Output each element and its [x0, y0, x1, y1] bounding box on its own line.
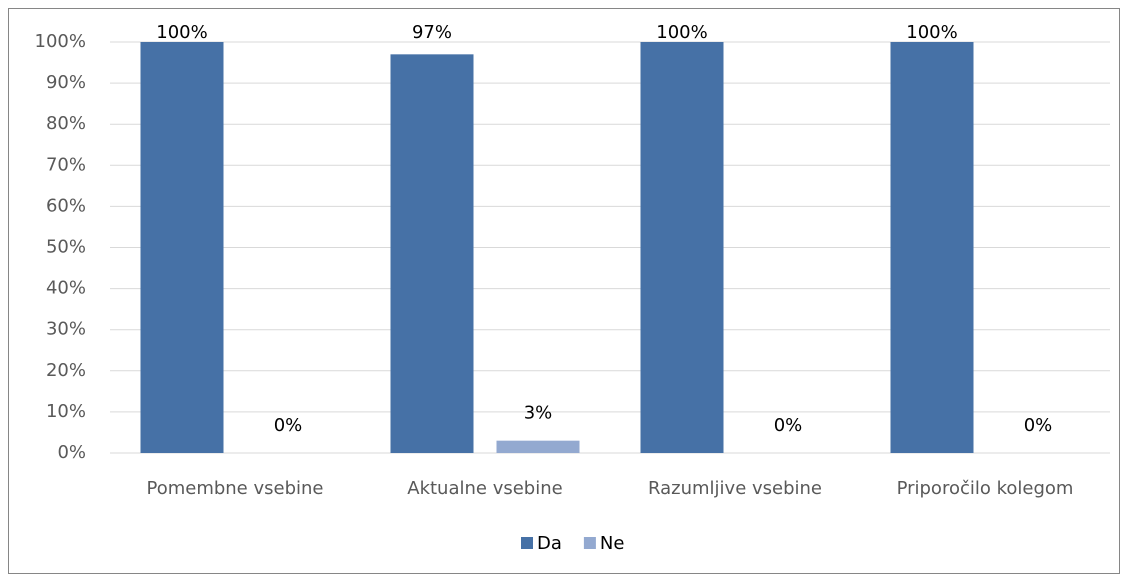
- data-label: 97%: [412, 22, 452, 43]
- y-tick-label: 50%: [46, 237, 86, 258]
- bar: [640, 42, 724, 453]
- data-label: 0%: [774, 415, 803, 436]
- x-tick-label: Pomembne vsebine: [146, 478, 323, 499]
- x-tick-label: Priporočilo kolegom: [897, 478, 1074, 499]
- legend-swatch: [583, 537, 596, 549]
- y-tick-label: 10%: [46, 401, 86, 422]
- bar: [390, 54, 474, 454]
- x-tick-label: Razumljive vsebine: [648, 478, 822, 499]
- y-tick-label: 0%: [57, 442, 86, 463]
- bar: [140, 42, 224, 453]
- data-label: 0%: [1024, 415, 1053, 436]
- x-tick-label: Aktualne vsebine: [407, 478, 562, 499]
- y-tick-label: 40%: [46, 278, 86, 299]
- legend-swatch: [521, 537, 533, 549]
- data-label: 100%: [906, 22, 957, 43]
- data-label: 100%: [656, 22, 707, 43]
- data-label: 3%: [524, 403, 553, 424]
- y-tick-label: 60%: [46, 195, 86, 216]
- bar: [890, 42, 974, 453]
- legend-label: Da: [537, 533, 562, 554]
- bar: [496, 440, 580, 453]
- y-tick-label: 70%: [46, 154, 86, 175]
- y-tick-label: 80%: [46, 113, 86, 134]
- data-label: 100%: [156, 22, 207, 43]
- y-tick-label: 90%: [46, 72, 86, 93]
- y-tick-label: 100%: [35, 31, 86, 52]
- y-tick-label: 30%: [46, 319, 86, 340]
- y-tick-label: 20%: [46, 360, 86, 381]
- data-label: 0%: [274, 415, 303, 436]
- legend-label: Ne: [600, 533, 625, 554]
